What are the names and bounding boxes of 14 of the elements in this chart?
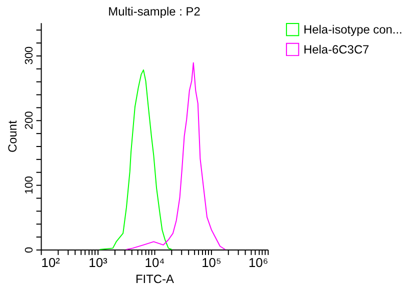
- x-tick-label: 10³: [88, 254, 108, 270]
- x-tick-label: 10⁶: [248, 254, 268, 270]
- x-axis-title: FITC-A: [136, 272, 174, 286]
- y-tick-label: 300: [23, 46, 36, 65]
- chart-title: Multi-sample : P2: [108, 4, 201, 19]
- legend-label: Hela-isotype con...: [304, 22, 402, 37]
- y-axis-title: Count: [5, 120, 20, 152]
- x-tick-label: 10⁵: [202, 254, 222, 270]
- x-tick-label: 10⁴: [144, 254, 165, 270]
- y-tick-label: 200: [23, 111, 36, 130]
- y-tick-label: 0: [23, 246, 36, 254]
- y-tick-label: 100: [23, 176, 36, 194]
- x-tick-label: 10²: [41, 254, 61, 270]
- legend-label: Hela-6C3C7: [304, 42, 370, 56]
